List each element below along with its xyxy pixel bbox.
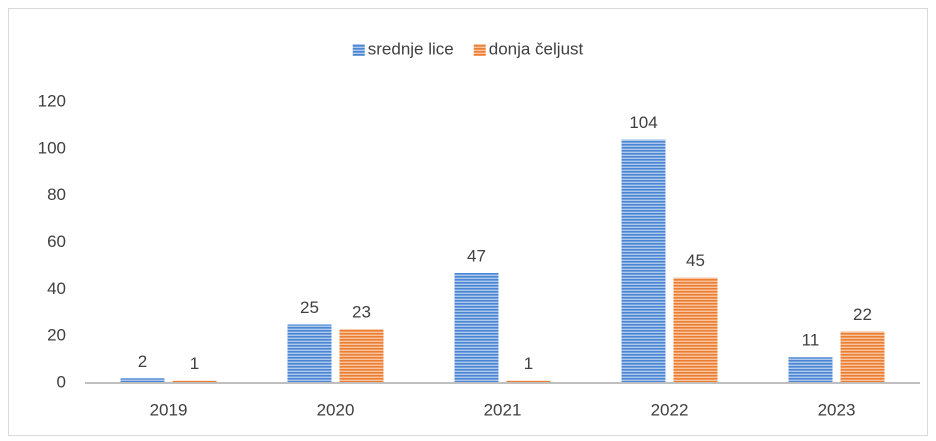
bar: [172, 380, 217, 383]
legend-label: srednje lice: [368, 39, 454, 58]
x-tick-label: 2022: [651, 400, 689, 419]
legend-swatch: [352, 44, 365, 56]
bar: [840, 331, 885, 383]
data-label: 45: [686, 251, 705, 270]
data-label: 104: [629, 113, 657, 132]
bar: [673, 277, 718, 383]
y-tick-label: 60: [47, 232, 66, 251]
data-label: 1: [190, 354, 199, 373]
data-label: 1: [524, 354, 533, 373]
legend-label: donja čeljust: [489, 39, 584, 58]
bar: [621, 139, 666, 383]
bar: [120, 378, 165, 383]
x-tick-label: 2023: [818, 400, 856, 419]
y-tick-label: 120: [38, 91, 66, 110]
x-tick-label: 2021: [484, 400, 522, 419]
legend-swatch: [473, 44, 486, 56]
x-tick-label: 2019: [150, 400, 188, 419]
x-tick-label: 2020: [317, 400, 355, 419]
y-tick-label: 40: [47, 279, 66, 298]
y-tick-label: 0: [57, 372, 66, 391]
bar: [506, 380, 551, 383]
data-label: 25: [300, 298, 319, 317]
data-label: 11: [802, 331, 820, 350]
bar: [287, 324, 332, 383]
y-tick-label: 20: [47, 326, 66, 345]
bar: [339, 329, 384, 383]
legend: srednje lice donja čeljust: [352, 39, 584, 58]
data-label: 2: [138, 352, 147, 371]
data-label: 23: [352, 303, 371, 322]
y-tick-label: 100: [38, 138, 66, 157]
data-label: 47: [467, 246, 486, 265]
bar: [454, 272, 499, 383]
y-tick-label: 80: [47, 185, 66, 204]
data-label: 22: [853, 305, 872, 324]
bar: [788, 357, 833, 383]
